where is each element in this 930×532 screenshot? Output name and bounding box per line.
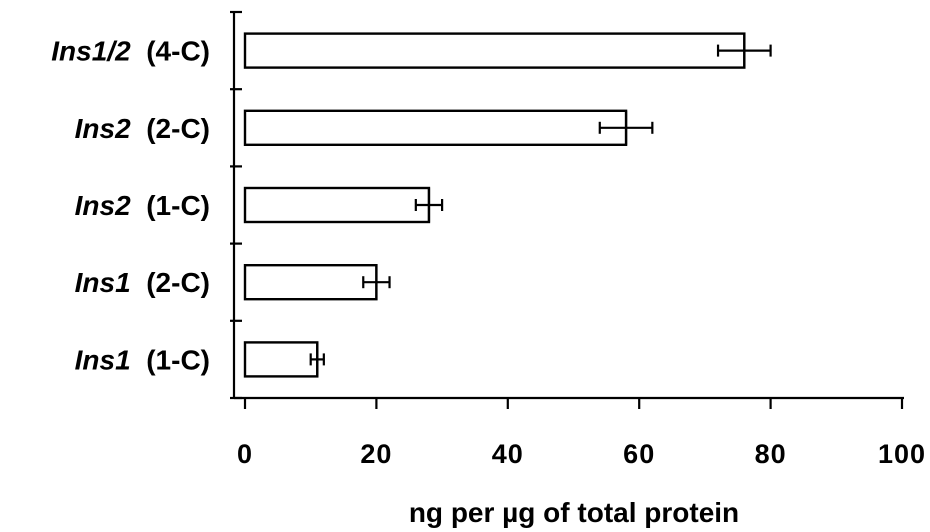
condition-label: (1-C) (131, 190, 210, 221)
x-tick-label: 20 (360, 439, 392, 469)
bar (243, 341, 319, 378)
error-bar (309, 342, 325, 377)
condition-label: (2-C) (131, 113, 210, 144)
condition-label: (2-C) (131, 267, 210, 298)
category-label: Ins1 (2-C) (75, 267, 210, 298)
category-label: Ins1 (1-C) (75, 344, 210, 375)
error-bar (716, 33, 772, 68)
gene-name: Ins1/2 (51, 36, 131, 67)
x-tick-label: 100 (878, 439, 926, 469)
x-tick-label: 60 (623, 439, 655, 469)
x-ticks: 0 20 40 60 80 100 (237, 398, 926, 469)
gene-name: Ins2 (75, 190, 131, 221)
bar (243, 186, 431, 224)
bars (243, 32, 772, 378)
gene-name: Ins1 (75, 344, 131, 375)
x-tick-label: 40 (492, 439, 524, 469)
bar (243, 109, 628, 147)
error-bar (362, 265, 391, 300)
bar (243, 264, 378, 301)
category-label: Ins2 (1-C) (75, 190, 210, 221)
bar (243, 32, 746, 69)
condition-label: (1-C) (131, 344, 210, 375)
category-label: Ins1/2 (4-C) (51, 36, 210, 67)
x-axis-title: ng per µg of total protein (409, 497, 739, 528)
x-tick-label: 0 (237, 439, 253, 469)
category-labels: Ins1/2 (4-C)Ins2 (2-C)Ins2 (1-C)Ins1 (2-… (51, 36, 210, 376)
category-label: Ins2 (2-C) (75, 113, 210, 144)
y-axis (230, 10, 242, 400)
condition-label: (4-C) (131, 36, 210, 67)
error-bar (598, 110, 654, 145)
x-tick-label: 80 (755, 439, 787, 469)
gene-name: Ins1 (75, 267, 131, 298)
error-bar (414, 188, 444, 222)
gene-name: Ins2 (75, 113, 131, 144)
